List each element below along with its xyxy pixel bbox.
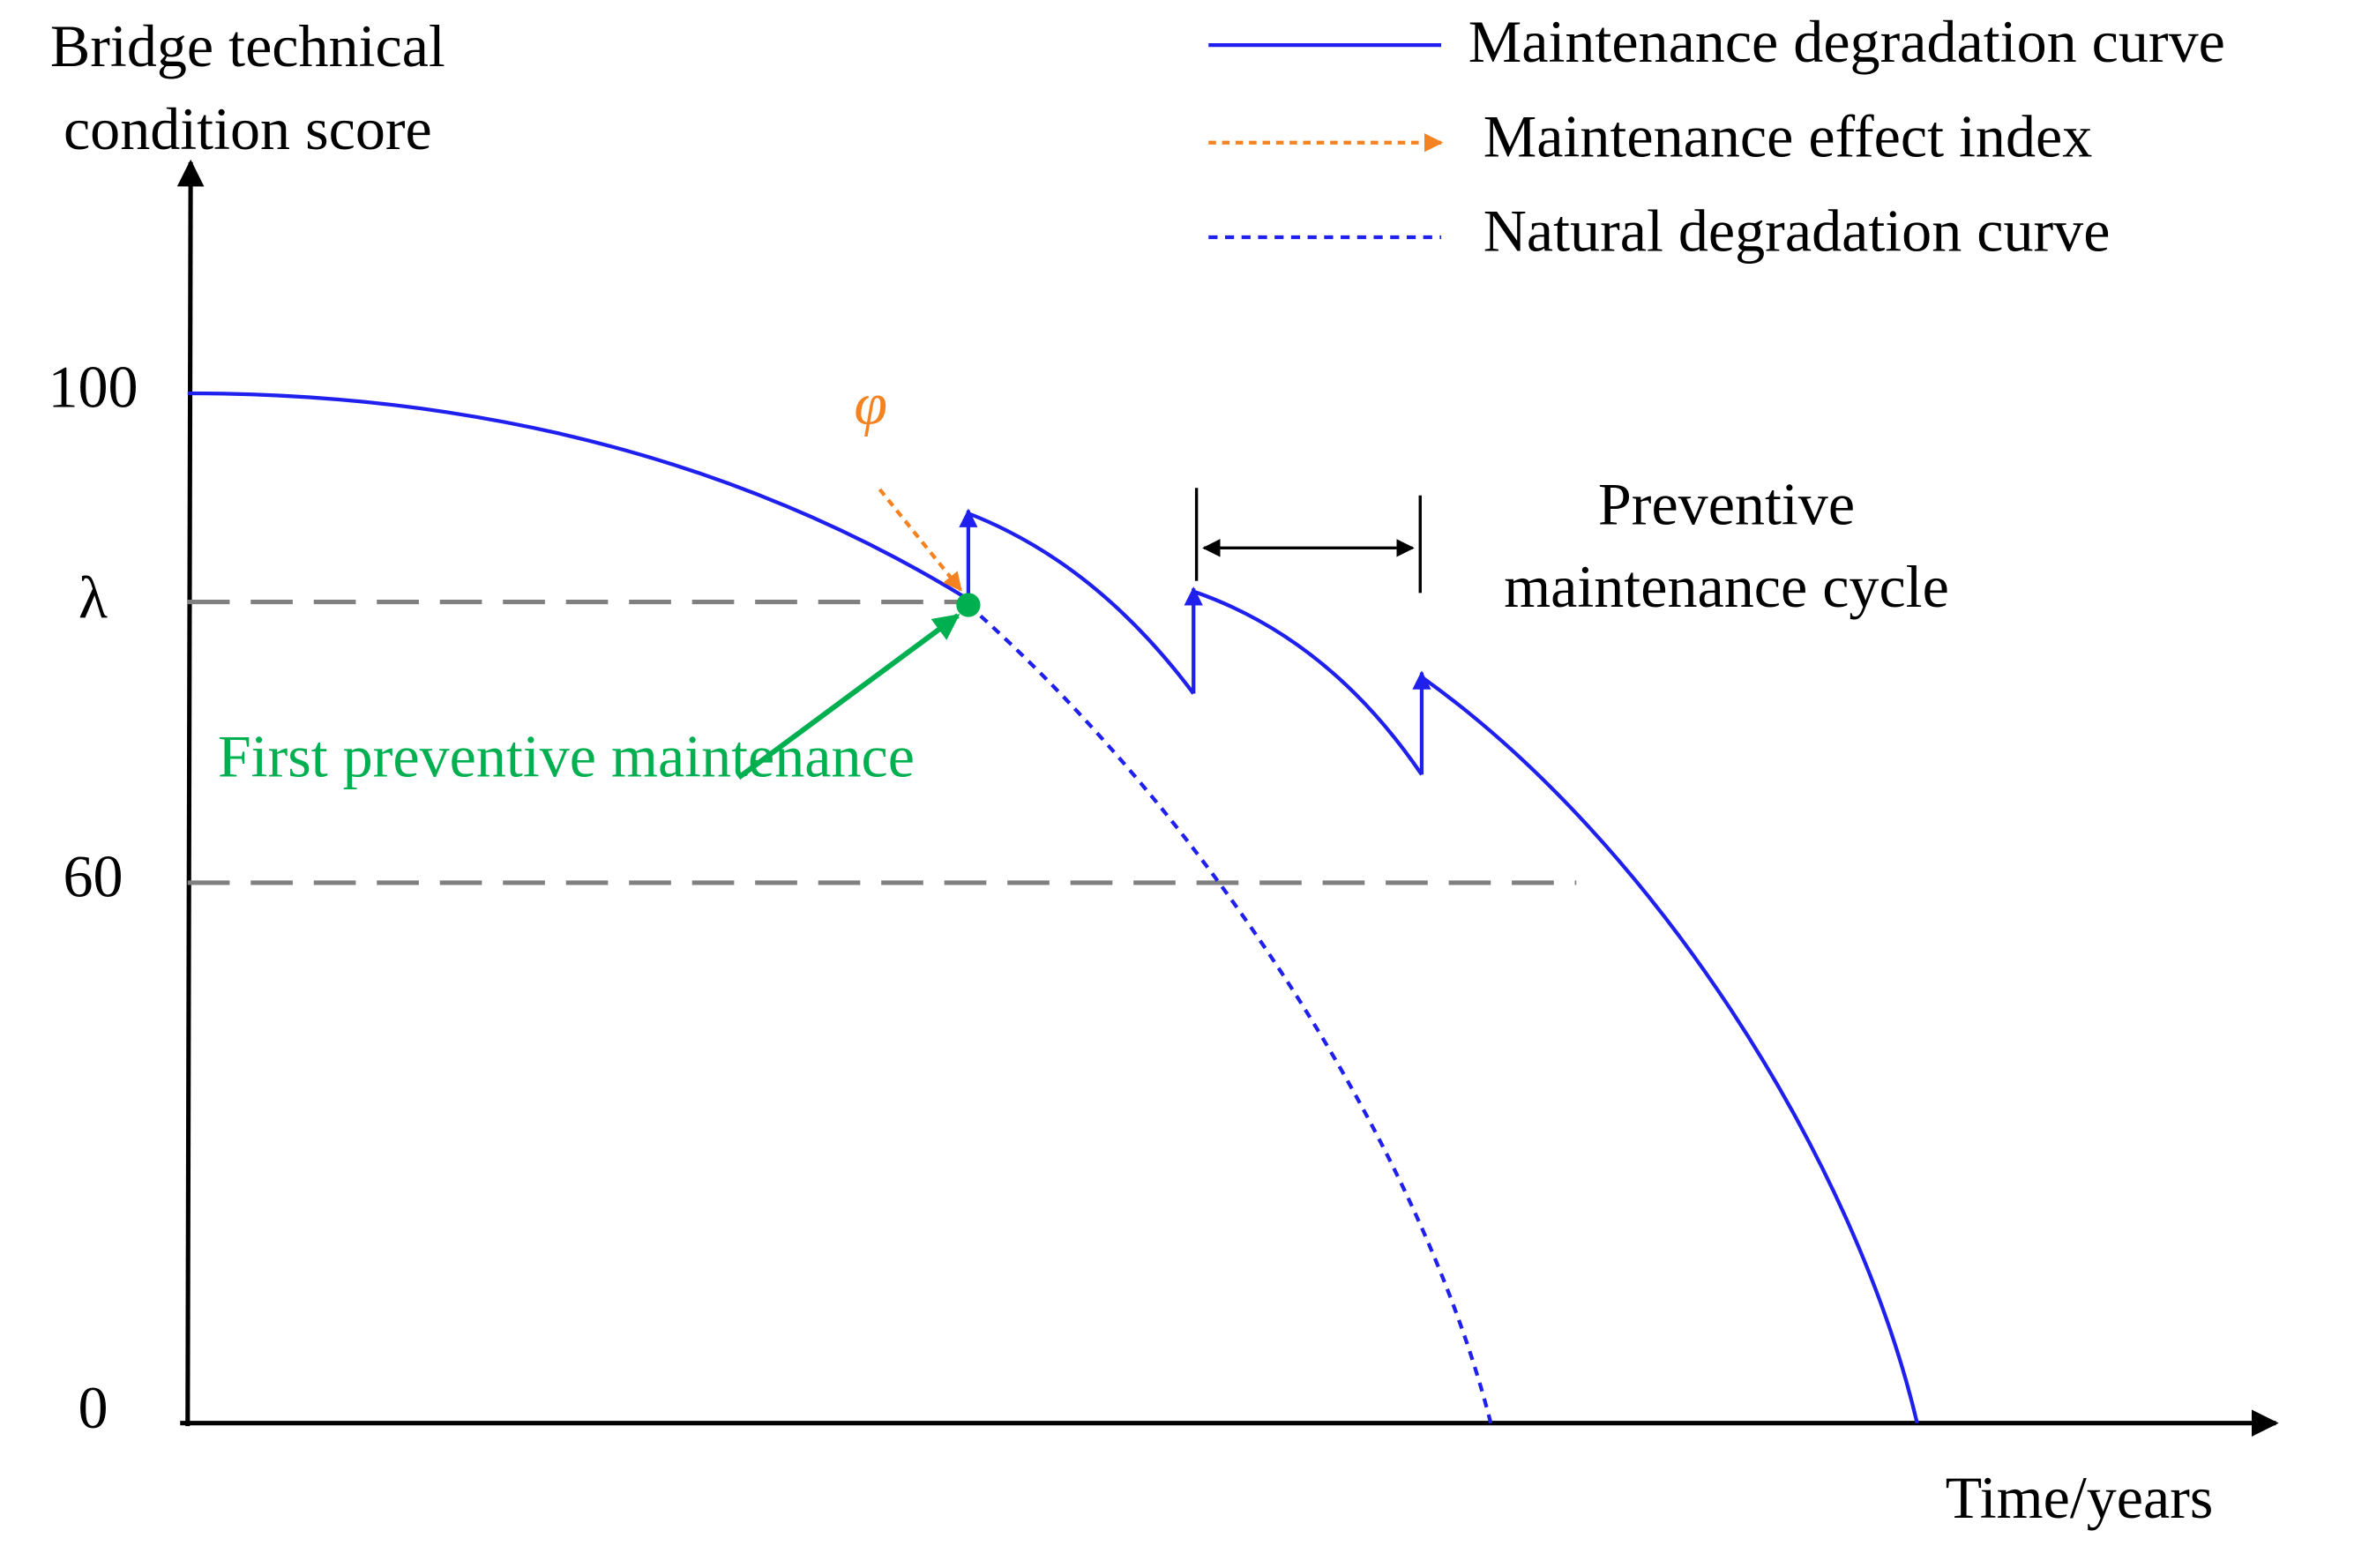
y-tick-label: 0 xyxy=(78,1374,108,1441)
maintenance-curve xyxy=(1420,675,1919,1424)
x-axis-label: Time/years xyxy=(1946,1464,2214,1531)
annotation: First preventive maintenance xyxy=(218,722,915,789)
annotation: φ xyxy=(854,370,887,437)
y-tick-label: λ xyxy=(78,564,108,631)
maintenance-point xyxy=(956,593,981,617)
legend-label: Natural degradation curve xyxy=(1483,198,2111,265)
maintenance-curve xyxy=(968,511,1195,695)
y-tick-label: 60 xyxy=(63,843,123,910)
phi-arrow xyxy=(878,488,963,592)
legend-label: Maintenance degradation curve xyxy=(1468,8,2225,75)
y-tick-label: 100 xyxy=(48,354,138,421)
annotation: Preventive xyxy=(1598,470,1855,537)
maintenance-curve xyxy=(187,391,967,600)
pointer-arrow xyxy=(736,613,960,780)
annotation: maintenance cycle xyxy=(1504,553,1949,620)
natural-curve xyxy=(967,603,1493,1424)
legend-label: Maintenance effect index xyxy=(1483,102,2093,169)
maintenance-curve xyxy=(1192,589,1424,776)
y-axis-label: condition score xyxy=(64,95,432,162)
y-axis xyxy=(176,159,205,1427)
y-axis-label: Bridge technical xyxy=(50,12,445,79)
